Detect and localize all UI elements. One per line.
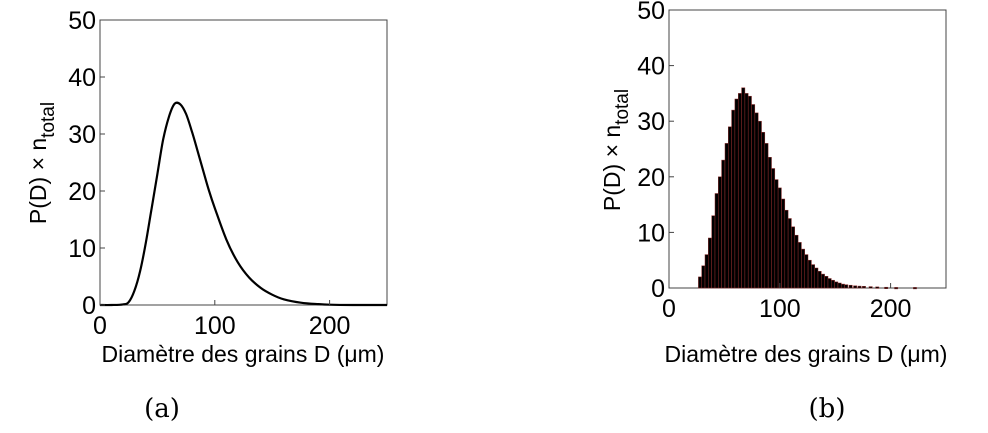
histogram-bar (761, 132, 766, 289)
panel-b-y-axis-label-subscript: total (612, 89, 633, 125)
histogram-bar (853, 285, 858, 289)
histogram-bar (844, 284, 849, 289)
histogram-bar (884, 286, 889, 289)
histogram-bar (704, 254, 709, 289)
histogram-bar (741, 87, 746, 289)
panel-a-x-tick-label: 100 (194, 312, 236, 340)
panel-b-y-axis-label: P(D) × ntotal (599, 89, 633, 211)
panel-a-x-tick-label: 0 (93, 312, 107, 340)
histogram-bar (774, 179, 779, 289)
histogram-bar (811, 264, 815, 289)
panel-b-y-axis-label-group: P(D) × ntotal (599, 89, 633, 211)
panel-b-x-tick-label: 100 (759, 295, 801, 323)
panel-a-y-tick-label: 50 (68, 7, 96, 35)
histogram-bar (848, 284, 853, 289)
histogram-bar (862, 286, 866, 289)
histogram-bar (738, 93, 742, 289)
panel-b-ticks: 0 100 200 0 10 20 30 40 50 (637, 0, 911, 323)
histogram-bar (751, 104, 756, 289)
histogram-bar (767, 157, 772, 289)
histogram-bar (824, 276, 829, 289)
panel-b-y-tick-label: 50 (637, 0, 665, 25)
histogram-bar (857, 285, 862, 289)
panel-a-y-tick-label: 0 (82, 292, 96, 320)
histogram-bar (728, 126, 732, 289)
panel-b-y-tick-label: 40 (637, 53, 665, 81)
panel-b-y-tick-label: 10 (637, 219, 665, 247)
histogram-bar (708, 237, 712, 289)
histogram-bar (698, 276, 702, 289)
histogram-bar (894, 287, 899, 290)
panel-b-x-tick-label: 200 (870, 295, 912, 323)
panel-a-y-axis-label-group: P(D) × ntotal (25, 102, 59, 224)
panel-a-y-axis-label-main: P(D) × n (25, 138, 51, 224)
histogram-bar (757, 120, 762, 289)
panel-b-y-axis-label-main: P(D) × n (599, 125, 625, 211)
histogram-bar (797, 242, 802, 289)
histogram-bar (794, 234, 799, 289)
histogram-bar (764, 143, 769, 289)
panel-a-line-series (99, 101, 387, 307)
panel-a-y-axis-label: P(D) × ntotal (25, 102, 59, 224)
panel-a-y-tick-label: 20 (68, 178, 96, 206)
panel-b-y-tick-label: 0 (651, 275, 665, 303)
panel-a-y-axis-label-subscript: total (38, 102, 59, 138)
histogram-bar (804, 254, 809, 289)
histogram-bar (875, 286, 880, 289)
histogram-bar (781, 198, 786, 289)
histogram-bar (747, 95, 752, 289)
panel-b-y-tick-label: 30 (637, 108, 665, 136)
histogram-bar (754, 112, 759, 289)
histogram-bar (701, 265, 706, 289)
panel-a: 0 100 200 0 10 20 30 40 50 Diamètre des grains D… (25, 7, 388, 424)
histogram-bar (771, 168, 776, 289)
panel-b-x-tick-label: 0 (662, 295, 676, 323)
histogram-bar (711, 215, 716, 289)
panel-a-x-tick-label: 200 (309, 312, 351, 340)
histogram-bar (807, 259, 812, 289)
histogram-bar (841, 283, 845, 289)
panel-a-axes-box (99, 19, 388, 306)
histogram-bar (817, 271, 822, 289)
histogram-bar (787, 218, 792, 289)
histogram-bar (734, 98, 739, 289)
histogram-bar (721, 159, 726, 289)
histogram-bar (821, 273, 825, 289)
histogram-bar (834, 281, 839, 289)
panel-a-y-tick-label: 30 (68, 121, 96, 149)
histogram-bar (744, 93, 749, 289)
histogram-bar (801, 248, 805, 289)
histogram-bar (731, 109, 736, 289)
histogram-bar (791, 226, 795, 289)
panel-a-y-tick-label: 10 (68, 235, 96, 263)
panel-b-x-axis-label: Diamètre des grains D (μm) (665, 341, 948, 367)
histogram-bar (827, 278, 832, 289)
panel-a-ticks: 0 100 200 0 10 20 30 40 50 (68, 7, 350, 340)
panel-b-histogram (698, 87, 917, 290)
histogram-bar (868, 286, 873, 289)
panel-b-y-tick-label: 20 (637, 164, 665, 192)
histogram-bar (913, 287, 917, 290)
panel-a-caption: (a) (144, 394, 180, 424)
panel-a-y-tick-label: 40 (68, 64, 96, 92)
histogram-bar (814, 267, 819, 289)
panel-b: 0 100 200 0 10 20 30 40 50 Diamètre des grains D… (599, 0, 947, 424)
histogram-bar (718, 176, 722, 289)
histogram-bar (831, 279, 835, 289)
panel-b-caption: (b) (809, 394, 846, 424)
panel-a-x-axis-label: Diamètre des grains D (μm) (102, 341, 385, 367)
histogram-bar (837, 282, 842, 289)
histogram-bar (724, 143, 729, 289)
histogram-bar (714, 193, 719, 289)
histogram-bar (777, 187, 782, 289)
histogram-bar (784, 209, 789, 289)
